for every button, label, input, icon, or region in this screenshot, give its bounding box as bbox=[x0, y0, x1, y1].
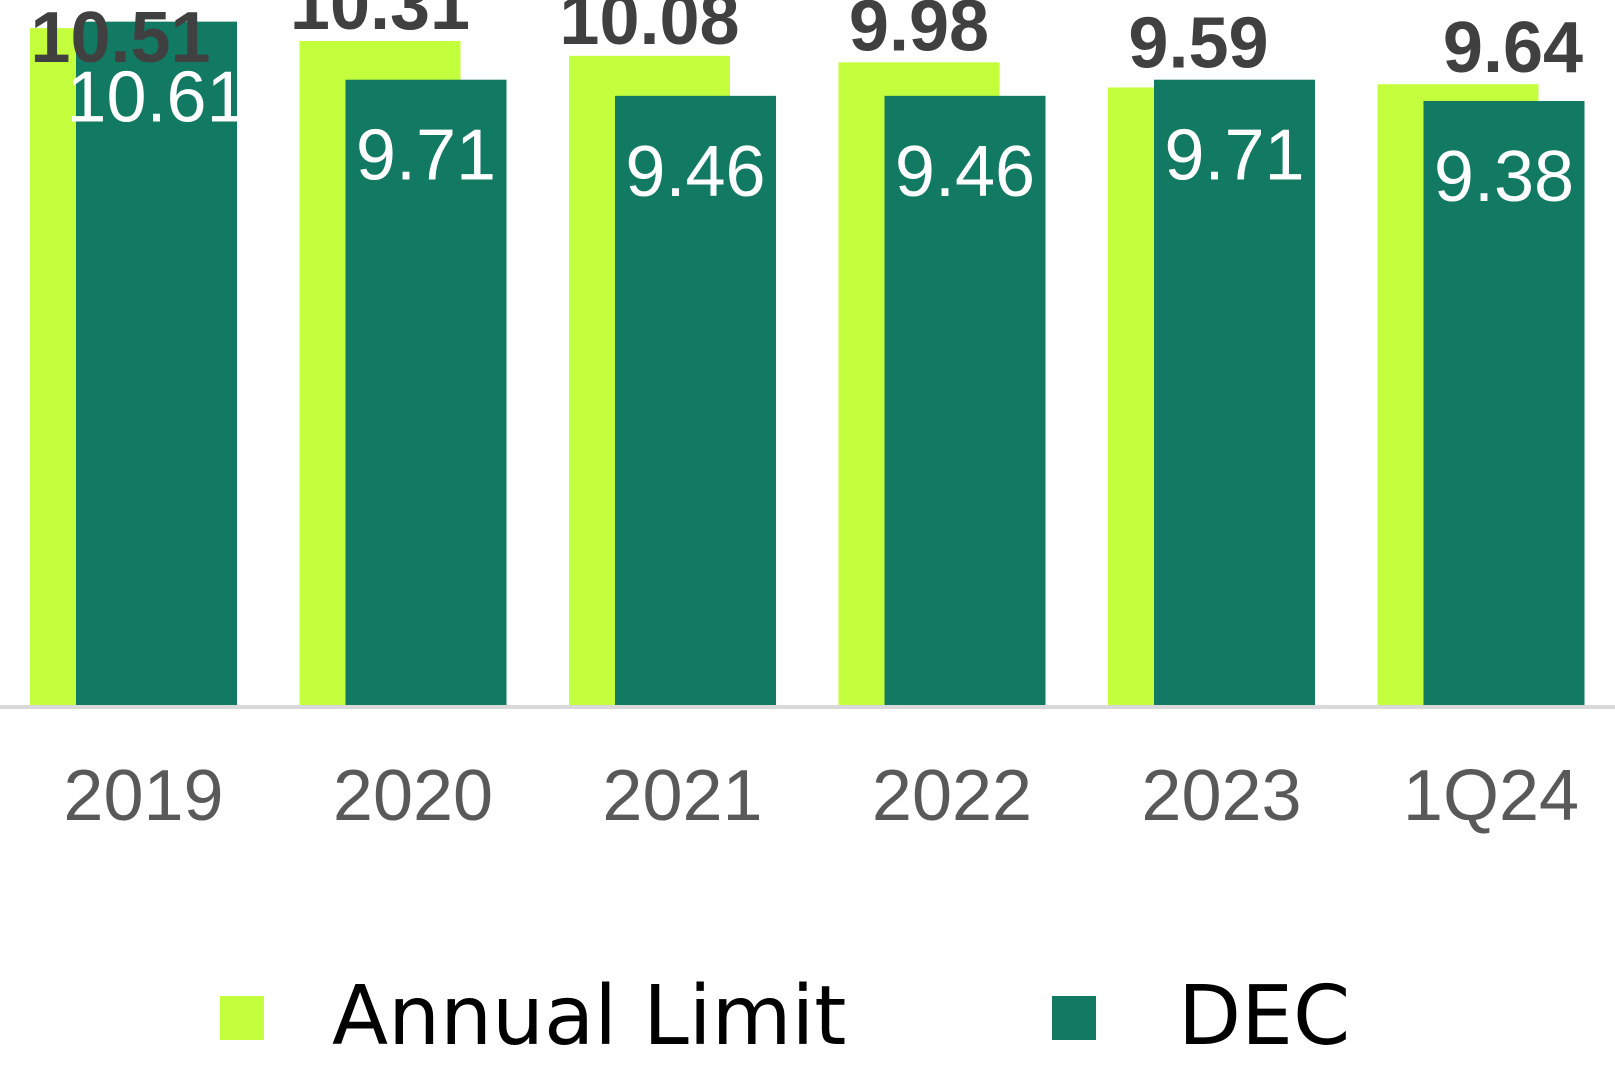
annual-limit-value-label-2021: 10.08 bbox=[559, 0, 739, 60]
category-label-2023: 2023 bbox=[1141, 756, 1301, 836]
annual-limit-value-label-2023: 9.59 bbox=[1128, 4, 1268, 84]
dec-value-label-2021: 9.46 bbox=[625, 132, 765, 212]
annual-limit-value-label-2020: 10.31 bbox=[290, 0, 470, 45]
category-label-1Q24: 1Q24 bbox=[1403, 756, 1579, 836]
legend-swatch-annual-limit bbox=[220, 996, 264, 1040]
legend-swatch-dec bbox=[1052, 996, 1096, 1040]
dec-bar-2020 bbox=[345, 79, 507, 706]
legend-label-annual-limit: Annual Limit bbox=[332, 969, 846, 1064]
dec-value-label-1Q24: 9.38 bbox=[1434, 137, 1574, 217]
category-label-2022: 2022 bbox=[872, 756, 1032, 836]
dec-bar-2023 bbox=[1154, 79, 1315, 706]
dec-bars bbox=[76, 21, 1585, 707]
dec-bar-1Q24 bbox=[1423, 100, 1585, 707]
category-tick-labels: 2019 2020 2021 2022 2023 1Q24 bbox=[63, 756, 1579, 836]
dec-value-label-2022: 9.46 bbox=[895, 132, 1035, 212]
legend: Annual Limit DEC bbox=[220, 969, 1350, 1064]
dec-bar-2019 bbox=[76, 21, 237, 706]
dec-value-label-2019: 10.61 bbox=[66, 58, 246, 138]
dec-bar-2021 bbox=[615, 95, 776, 706]
annual-limit-value-label-2019: 10.51 bbox=[30, 0, 210, 78]
dec-bar-2022 bbox=[884, 95, 1046, 706]
dec-value-label-2023: 9.71 bbox=[1164, 116, 1304, 196]
category-label-2021: 2021 bbox=[602, 756, 762, 836]
category-label-2019: 2019 bbox=[63, 756, 223, 836]
annual-limit-value-label-2022: 9.98 bbox=[849, 0, 989, 66]
dec-value-labels: 10.61 9.71 9.46 9.46 9.71 9.38 bbox=[66, 58, 1574, 217]
annual-limit-value-labels: 10.51 10.31 10.08 9.98 9.59 9.64 bbox=[30, 0, 1583, 88]
category-label-2020: 2020 bbox=[333, 756, 493, 836]
dec-value-label-2020: 9.71 bbox=[356, 116, 496, 196]
legend-label-dec: DEC bbox=[1178, 969, 1350, 1064]
annual-limit-value-label-1Q24: 9.64 bbox=[1443, 8, 1583, 88]
